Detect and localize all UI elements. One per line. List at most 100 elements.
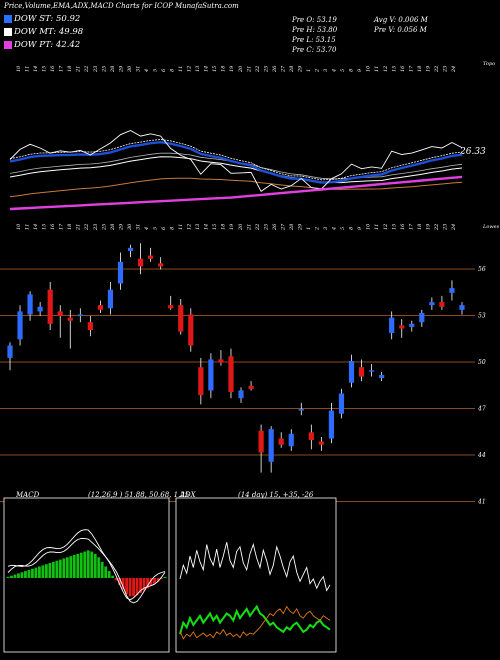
top-date-tick: 29 — [297, 65, 303, 73]
candle-date-tick: 24 — [451, 224, 457, 231]
top-date-tick: 18 — [67, 66, 73, 72]
macd-values: (12,26,9 ) 51.88, 50.68, 1.25 — [88, 491, 190, 499]
candle-body — [97, 305, 103, 310]
candle-date-tick: 22 — [255, 224, 261, 231]
macd-histogram-bar — [69, 556, 73, 578]
top-date-tick: 12 — [383, 66, 389, 72]
top-date-tick: 21 — [76, 66, 82, 73]
macd-histogram-bar — [38, 566, 41, 578]
top-date-tick: 4 — [332, 69, 338, 73]
macd-histogram-bar — [146, 578, 149, 589]
macd-histogram-bar — [65, 557, 69, 578]
candle-body — [17, 311, 23, 340]
macd-histogram-bar — [93, 553, 97, 578]
top-date-tick: 12 — [187, 66, 193, 72]
candle-body — [248, 385, 254, 389]
dow-st-label: DOW ST: 50.92 — [14, 14, 81, 24]
adx-label: ADX — [180, 491, 196, 499]
top-date-tick: 22 — [84, 66, 90, 73]
macd-histogram-bar — [31, 568, 34, 578]
adx-line — [179, 542, 331, 592]
candle-date-tick: 19 — [229, 223, 235, 230]
candle-body — [107, 289, 114, 309]
candle-body — [298, 409, 304, 411]
candle-body — [7, 345, 13, 358]
candle-date-tick: 29 — [118, 223, 124, 231]
candle-body — [218, 359, 224, 363]
macd-histogram-bar — [97, 557, 101, 578]
minus-di-line — [179, 605, 331, 640]
pre-low: Pre L: 53.15 — [292, 36, 336, 44]
candle-body — [288, 433, 294, 447]
candle-chart-right-label: Lowes — [483, 224, 500, 230]
candle-date-tick: 14 — [33, 224, 39, 230]
candle-date-tick: 14 — [204, 224, 210, 230]
dow-st-swatch — [4, 15, 12, 23]
candle-body — [137, 258, 144, 267]
candle-body — [459, 305, 465, 310]
chart-title: Price,Volume,EMA,ADX,MACD Charts for ICO… — [4, 2, 239, 10]
top-date-tick: 11 — [178, 66, 184, 72]
macd-histogram-bar — [128, 578, 132, 597]
top-date-tick: 8 — [349, 69, 355, 72]
macd-histogram-bar — [83, 551, 87, 578]
pre-high: Pre H: 53.80 — [292, 26, 338, 34]
candle-date-tick: 10 — [366, 223, 372, 230]
candle-date-tick: 16 — [50, 223, 56, 230]
price-axis-label: 53 — [478, 313, 486, 320]
candle-date-tick: 17 — [59, 223, 65, 230]
ema-st-line — [9, 140, 463, 184]
candle-date-tick: 18 — [67, 224, 73, 230]
candle-date-tick: 5 — [152, 227, 158, 230]
candle-body — [348, 361, 355, 383]
top-date-tick: 19 — [425, 65, 431, 72]
candle-body — [158, 263, 164, 267]
top-date-tick: 14 — [33, 66, 39, 72]
macd-histogram-bar — [118, 578, 122, 585]
macd-histogram-bar — [10, 575, 13, 578]
ema-short-dashed-line — [9, 139, 463, 181]
pre-close: Pre C: 53.70 — [292, 46, 337, 54]
candle-body — [308, 432, 314, 441]
dow-pt-label: DOW PT: 42.42 — [14, 40, 81, 50]
macd-histogram-bar — [44, 564, 48, 578]
candle-body — [439, 302, 445, 307]
macd-histogram-bar — [142, 578, 146, 591]
candle-body — [358, 367, 365, 377]
macd-histogram-bar — [114, 578, 118, 581]
macd-histogram-bar — [125, 578, 129, 595]
macd-histogram-bar — [132, 578, 135, 597]
candle-body — [127, 247, 134, 251]
top-date-tick: 5 — [152, 69, 158, 72]
candle-date-tick: 20 — [238, 223, 244, 231]
candle-body — [449, 288, 455, 293]
candle-body — [409, 323, 415, 327]
candle-date-tick: 15 — [212, 224, 218, 230]
top-date-tick: 8 — [170, 69, 176, 72]
macd-histogram-bar — [34, 567, 38, 578]
candle-date-tick: 2 — [315, 227, 321, 231]
candle-body — [278, 438, 284, 445]
top-date-tick: 14 — [204, 66, 210, 72]
candle-body — [228, 356, 234, 392]
candle-body — [67, 317, 73, 321]
top-date-tick: 17 — [59, 65, 65, 72]
candle-body — [369, 370, 375, 372]
plus-di-line — [179, 604, 331, 635]
macd-histogram-bar — [24, 571, 27, 578]
adx-panel-frame — [175, 497, 337, 653]
top-date-tick: 10 — [16, 65, 22, 72]
candle-body — [338, 393, 345, 414]
candle-date-tick: 21 — [76, 224, 82, 231]
price-axis-label: 41 — [477, 499, 486, 506]
candle-body — [188, 314, 194, 346]
macd-histogram-bar — [160, 578, 163, 580]
top-date-tick: 31 — [135, 66, 141, 72]
top-date-tick: 23 — [442, 66, 448, 73]
pre-volume: Pre V: 0.056 M — [374, 26, 427, 34]
top-date-tick: 6 — [161, 68, 167, 72]
candle-body — [258, 430, 264, 453]
dow-mt-label: DOW MT: 49.98 — [14, 27, 84, 37]
candle-body — [168, 305, 174, 309]
